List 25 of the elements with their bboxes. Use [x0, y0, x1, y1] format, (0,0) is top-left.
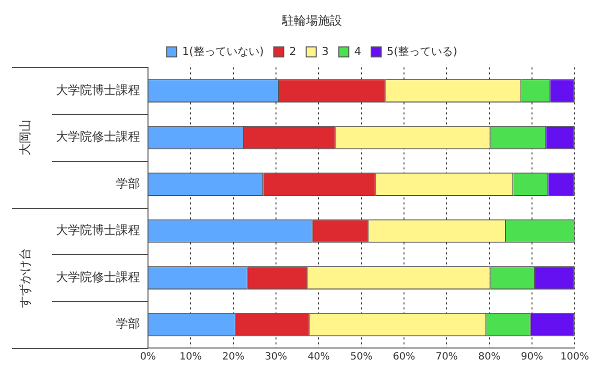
- x-tick-label: 20%: [222, 352, 244, 363]
- y-tick-label: 学部: [116, 176, 140, 190]
- x-tick-label: 0%: [140, 352, 156, 363]
- x-tick-label: 70%: [436, 352, 458, 363]
- legend-label: 5(整っている): [386, 44, 458, 58]
- y-tick-label: 大学院博士課程: [56, 223, 140, 238]
- x-tick-label: 100%: [560, 352, 589, 363]
- x-tick-label: 40%: [308, 352, 330, 363]
- x-tick-label: 80%: [478, 352, 500, 363]
- y-tick-label: 学部: [116, 316, 140, 331]
- chart-title: 駐輪場施設: [281, 13, 342, 28]
- x-tick-label: 50%: [350, 352, 372, 363]
- x-tick-label: 60%: [392, 352, 416, 363]
- y-tick-label: 大学院修士課程: [56, 270, 140, 284]
- x-tick-label: 30%: [264, 352, 288, 363]
- text: 大岡山: [18, 120, 32, 156]
- y-tick-label: 大学院博士課程: [56, 82, 140, 97]
- legend-label: 2: [289, 44, 296, 58]
- text: すずかけ台: [18, 248, 32, 308]
- legend-label: 1(整っていない): [182, 44, 264, 58]
- legend-label: 4: [354, 44, 362, 58]
- x-tick-label: 90%: [520, 352, 544, 363]
- x-tick-label: 10%: [180, 352, 202, 363]
- y-tick-label: 大学院修士課程: [56, 130, 140, 144]
- legend-label: 3: [322, 44, 329, 58]
